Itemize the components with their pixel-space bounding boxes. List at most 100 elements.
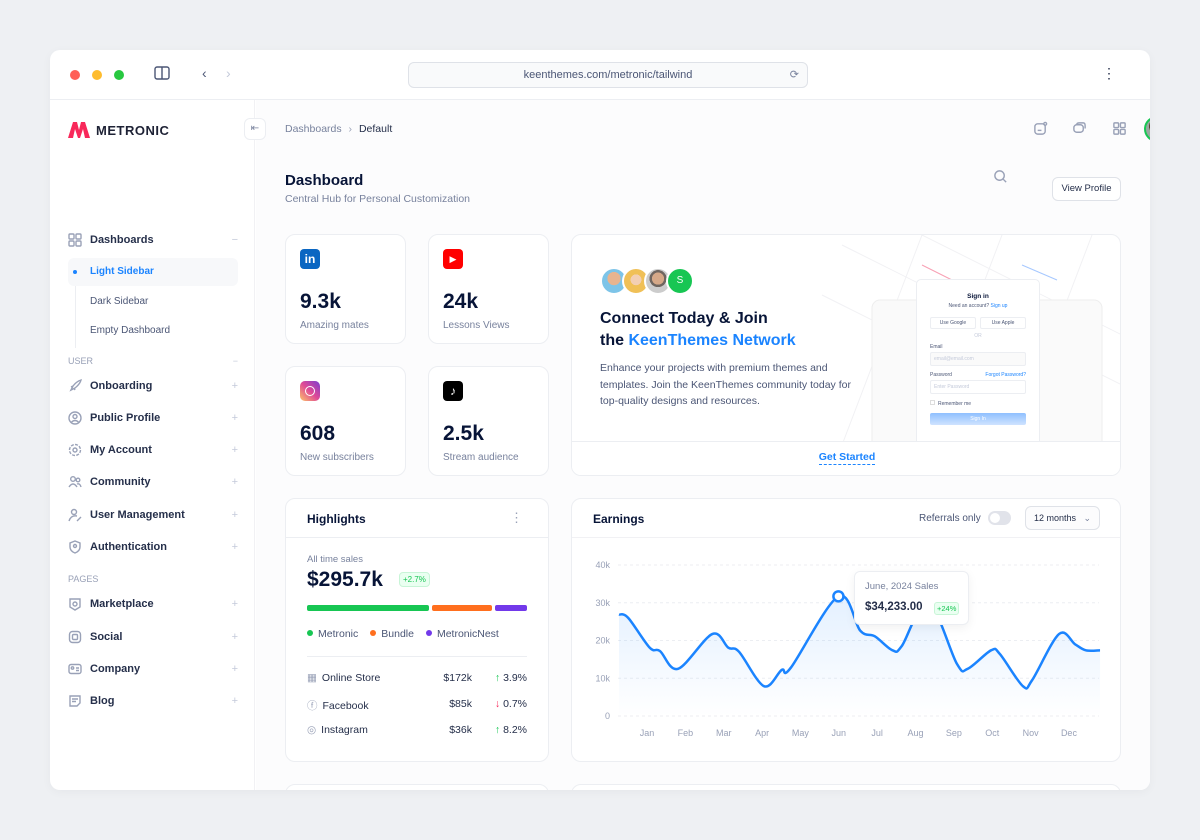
x-tick-label: Sep bbox=[946, 728, 962, 738]
sidebar-item-label: Dashboards bbox=[90, 234, 154, 246]
highlight-row-online-store: ▦ Online Store $172k ↑ 3.9% bbox=[307, 672, 527, 688]
expand-icon[interactable]: + bbox=[231, 631, 238, 643]
sidebar-item-community[interactable]: Community + bbox=[68, 468, 238, 496]
stat-card-tiktok: ♪ 2.5k Stream audience bbox=[428, 366, 549, 476]
signin-password-label: Password bbox=[930, 372, 952, 378]
url-text: keenthemes.com/metronic/tailwind bbox=[523, 69, 693, 81]
forward-icon[interactable]: › bbox=[226, 65, 231, 81]
user-avatar[interactable] bbox=[1144, 116, 1150, 142]
chevron-down-icon: ⌄ bbox=[1083, 513, 1091, 523]
signin-forgot-link: Forgot Password? bbox=[985, 372, 1026, 378]
stat-card-instagram: 608 New subscribers bbox=[285, 366, 406, 476]
address-bar[interactable]: keenthemes.com/metronic/tailwind ⟳ bbox=[408, 62, 808, 88]
divider bbox=[572, 537, 1120, 538]
signin-apple-button: Use Apple bbox=[980, 317, 1026, 329]
apps-grid-icon[interactable] bbox=[1112, 121, 1127, 141]
more-options-icon[interactable]: ⋮ bbox=[510, 510, 523, 525]
arrow-down-icon: ↓ bbox=[494, 698, 504, 710]
signin-remember: Remember me bbox=[938, 401, 972, 407]
sidebar-item-empty-dashboard[interactable]: Empty Dashboard bbox=[68, 317, 238, 345]
maximize-window-button[interactable] bbox=[114, 70, 124, 80]
signin-email-field: email@email.com bbox=[930, 352, 1026, 366]
sidebar-item-authentication[interactable]: Authentication + bbox=[68, 533, 238, 561]
legend-bundle: Bundle bbox=[370, 628, 414, 640]
expand-icon[interactable]: + bbox=[231, 412, 238, 424]
legend-label: Metronic bbox=[318, 628, 359, 640]
chat-icon[interactable] bbox=[1072, 121, 1087, 141]
breadcrumb-dashboards[interactable]: Dashboards bbox=[285, 123, 342, 135]
sidebar-item-label: User Management bbox=[90, 509, 185, 521]
collapse-icon[interactable]: − bbox=[232, 356, 238, 366]
arrow-up-icon: ↑ bbox=[494, 724, 504, 736]
collapse-sidebar-button[interactable]: ⇤ bbox=[244, 118, 266, 140]
users-icon bbox=[68, 476, 82, 488]
x-tick-label: Nov bbox=[1023, 728, 1040, 738]
search-icon[interactable] bbox=[993, 170, 1008, 189]
sidebar-item-social[interactable]: Social + bbox=[68, 623, 238, 651]
sidebar-item-label: Light Sidebar bbox=[90, 266, 154, 277]
sidebar-item-onboarding[interactable]: Onboarding + bbox=[68, 372, 238, 400]
collapse-icon[interactable]: − bbox=[231, 234, 238, 246]
sidebar-item-blog[interactable]: Blog + bbox=[68, 687, 238, 715]
section-user: USER − bbox=[68, 356, 238, 366]
signin-google-button: Use Google bbox=[930, 317, 976, 329]
referrals-toggle[interactable] bbox=[988, 511, 1011, 525]
profile-circle-icon bbox=[68, 411, 82, 425]
stat-card-youtube: ▶ 24k Lessons Views bbox=[428, 234, 549, 344]
sidebar-item-light-sidebar[interactable]: Light Sidebar bbox=[68, 258, 238, 286]
rocket-icon bbox=[69, 379, 82, 392]
dashboards-icon bbox=[68, 233, 82, 247]
avatar-group: S bbox=[600, 267, 694, 295]
y-tick-label: 0 bbox=[605, 711, 610, 721]
instagram-icon bbox=[300, 381, 320, 401]
expand-icon[interactable]: + bbox=[231, 663, 238, 675]
segment-bundle bbox=[431, 605, 492, 611]
more-menu-icon[interactable]: ⋮ bbox=[1102, 65, 1116, 81]
back-icon[interactable]: ‹ bbox=[202, 65, 207, 81]
sidebar-item-marketplace[interactable]: Marketplace + bbox=[68, 590, 238, 618]
expand-icon[interactable]: + bbox=[231, 695, 238, 707]
view-profile-button[interactable]: View Profile bbox=[1052, 177, 1121, 201]
close-window-button[interactable] bbox=[70, 70, 80, 80]
notifications-icon[interactable] bbox=[1033, 121, 1048, 141]
logo[interactable]: METRONIC bbox=[68, 122, 169, 138]
bottom-card-right bbox=[571, 784, 1121, 790]
period-value: 12 months bbox=[1034, 513, 1077, 523]
sidebar-toggle-icon[interactable] bbox=[154, 66, 170, 83]
connect-title-line1: Connect Today & Join bbox=[600, 310, 768, 327]
y-tick-label: 30k bbox=[595, 598, 610, 608]
legend-metronicnest: MetronicNest bbox=[425, 628, 499, 640]
sidebar-item-public-profile[interactable]: Public Profile + bbox=[68, 404, 238, 432]
stat-label: New subscribers bbox=[300, 452, 374, 463]
row-amount: $36k bbox=[449, 724, 472, 736]
stat-value: 9.3k bbox=[300, 290, 341, 313]
sidebar-item-company[interactable]: Company + bbox=[68, 655, 238, 683]
minimize-window-button[interactable] bbox=[92, 70, 102, 80]
arrow-up-icon: ↑ bbox=[494, 672, 504, 684]
expand-icon[interactable]: + bbox=[231, 598, 238, 610]
row-change: 8.2% bbox=[503, 724, 527, 736]
sidebar-item-dark-sidebar[interactable]: Dark Sidebar bbox=[68, 288, 238, 316]
shield-user-icon bbox=[69, 540, 81, 554]
x-tick-label: Feb bbox=[678, 728, 694, 738]
sidebar-item-user-management[interactable]: User Management + bbox=[68, 501, 238, 529]
reload-icon[interactable]: ⟳ bbox=[789, 69, 799, 81]
divider bbox=[286, 537, 548, 538]
sidebar-item-my-account[interactable]: My Account + bbox=[68, 436, 238, 464]
section-label: PAGES bbox=[68, 574, 99, 584]
expand-icon[interactable]: + bbox=[231, 380, 238, 392]
expand-icon[interactable]: + bbox=[231, 476, 238, 488]
area-fill bbox=[618, 595, 1101, 716]
submenu-line bbox=[75, 268, 76, 348]
expand-icon[interactable]: + bbox=[231, 541, 238, 553]
period-select[interactable]: 12 months ⌄ bbox=[1025, 506, 1100, 530]
get-started-link[interactable]: Get Started bbox=[818, 451, 876, 465]
expand-icon[interactable]: + bbox=[231, 509, 238, 521]
sidebar-item-dashboards[interactable]: Dashboards − bbox=[68, 226, 238, 254]
row-amount: $85k bbox=[449, 698, 472, 710]
connect-footer: Get Started bbox=[572, 441, 1120, 475]
connect-card: S Connect Today & Join the KeenThemes Ne… bbox=[571, 234, 1121, 476]
signin-email-label: Email bbox=[930, 344, 943, 350]
sidebar-item-label: Dark Sidebar bbox=[90, 296, 149, 307]
expand-icon[interactable]: + bbox=[231, 444, 238, 456]
